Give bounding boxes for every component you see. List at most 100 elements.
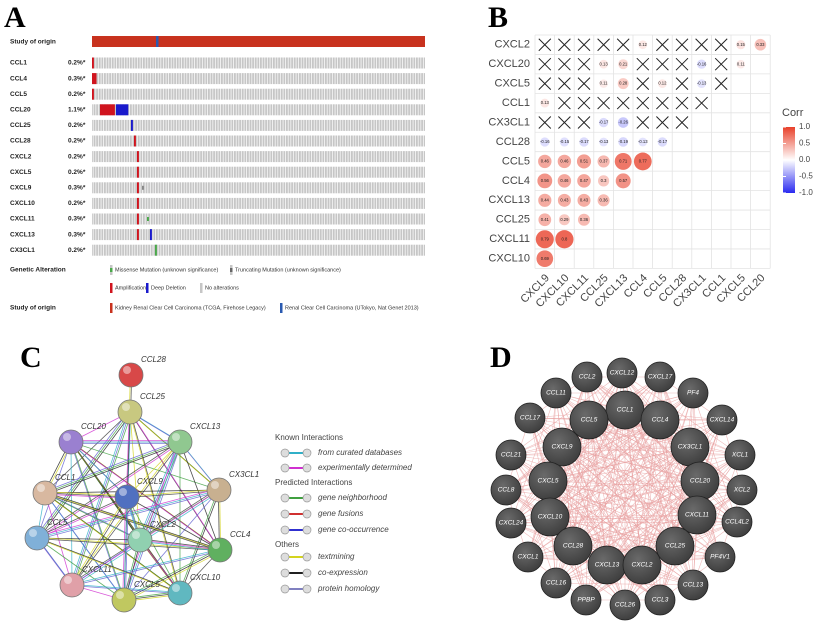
alteration [116,104,129,116]
alteration [147,217,149,221]
interaction-edge [510,372,623,456]
edge [36,441,180,538]
cross [675,77,689,90]
legend-label: gene fusions [318,509,363,518]
edge [36,537,125,601]
corr-value: -0.13 [638,139,648,144]
oncoprint-row [92,104,425,116]
corr-value: -0.13 [599,139,609,144]
alteration [137,229,139,241]
corr-circle [599,79,608,88]
cross [675,57,689,71]
gene-node [677,377,709,409]
cross [714,38,728,52]
legend-node [280,568,290,578]
alteration [142,185,144,190]
cross [636,77,650,90]
row-label: CCL4 [502,175,530,187]
protein-highlight [119,488,127,496]
edge [123,496,128,601]
corr-value: 0.13 [600,61,609,66]
gene-node-label: CCL8 [498,487,515,494]
corr-circle [557,193,571,207]
corr-circle [599,59,609,69]
study-bar [92,36,425,47]
corr-value: 0.36 [580,217,589,222]
gene-node-label: XCL2 [733,487,751,494]
interaction-edge [549,446,691,518]
cross [558,57,571,71]
gene-label: CXCL11 [10,216,35,223]
corr-value: 0.11 [737,61,746,66]
cross [656,38,669,52]
cross [577,38,591,52]
alteration [92,57,94,69]
legend-node [302,584,312,594]
legend-label: protein homology [317,584,380,593]
legend-node [302,525,312,535]
cross [675,96,689,110]
gene-node-label: CCL13 [683,582,704,589]
corr-circle [736,40,746,50]
row-label: CCL5 [502,155,530,167]
protein-node [127,527,153,553]
gene-node-label: CCL21 [501,452,522,459]
protein-highlight [29,529,37,537]
row-label: CCL1 [502,97,530,109]
protein-label: CXCL2 [150,520,176,529]
alteration [134,135,136,147]
corr-value: 0.71 [619,159,628,164]
corr-circle [617,78,629,90]
oncoprint-row [92,197,425,209]
interaction-edge [621,372,741,456]
protein-node [32,480,58,506]
corr-circle [697,79,707,89]
corr-circle [537,173,553,189]
gene-node [569,400,609,440]
cross [675,116,689,129]
gene-node [540,567,572,599]
row-label: CCL25 [496,214,530,226]
legend-title: Corr [782,107,804,119]
corr-circle [658,79,667,88]
gene-percent: 0.2%* [68,247,86,254]
row-label: CXCL20 [488,58,530,70]
gene-node-label: CCL4L2 [725,519,749,526]
gene-node [571,361,603,393]
corr-circle [577,193,591,207]
corr-circle [538,213,552,227]
edge [71,548,220,585]
cross [695,96,708,110]
interaction-edge [555,582,694,586]
corr-value: 0.15 [737,42,746,47]
gene-node-label: CCL16 [546,580,567,587]
gene-node [495,507,527,539]
interaction-edge [588,419,676,547]
corr-value: 0.56 [541,178,550,183]
oncoprint-row [92,166,425,178]
gene-node [553,526,593,566]
corr-value: 0.47 [580,178,589,183]
interaction-edge [624,409,698,516]
protein-node [58,429,84,455]
gene-percent: 0.3%* [68,216,86,223]
gene-node-label: CXCL14 [710,417,735,424]
gene-node-label: CXCL10 [538,514,563,521]
gene-node [514,402,546,434]
edge [44,441,181,494]
panel-d: D CCL2 CXCL12 CXCL17 PF4 CXCL14 XCL1 XCL2 CCL4L2… [490,341,758,621]
legend-node [280,552,290,562]
corr-circle [535,230,554,249]
edge [139,539,221,551]
legend-heading: Known Interactions [275,433,343,442]
gene-percent: 0.2%* [68,200,86,207]
gene-node [655,526,695,566]
gene-node-label: XCL1 [731,452,749,459]
gene-node-label: CCL25 [665,543,686,550]
corr-value: 0.51 [580,159,589,164]
gene-node-label: CX3CL1 [678,444,703,451]
corr-value: 0.12 [639,42,648,47]
alteration [150,229,152,241]
row-label: Study of origin [10,39,56,46]
